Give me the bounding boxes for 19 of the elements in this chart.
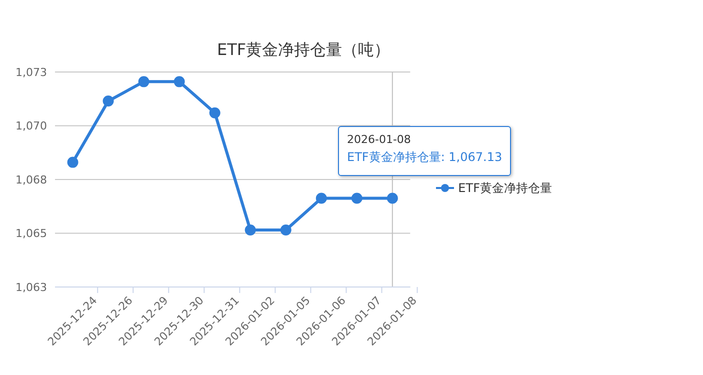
legend-label: ETF黄金净持仓量: [458, 180, 552, 196]
point: [280, 224, 292, 236]
point: [244, 224, 256, 236]
y-tick-label: 1,070: [16, 120, 47, 133]
point: [174, 76, 185, 88]
point: [102, 96, 114, 107]
point: [316, 192, 327, 204]
point: [138, 76, 150, 88]
point: [67, 156, 78, 168]
y-tick-label: 1,073: [16, 66, 47, 79]
point: [209, 107, 220, 118]
y-tick-label: 1,063: [16, 280, 47, 294]
point: [351, 192, 362, 204]
annotation: 2026-01-08: [347, 133, 412, 146]
chart-title: ETF黄金净持仓量（吨）: [216, 40, 392, 61]
point: [386, 192, 398, 204]
y-tick-label: 1,065: [16, 227, 47, 240]
y-tick-label: 1,068: [16, 173, 47, 186]
annotation: ETF黄金净持仓量: 1,067.13: [347, 149, 502, 166]
